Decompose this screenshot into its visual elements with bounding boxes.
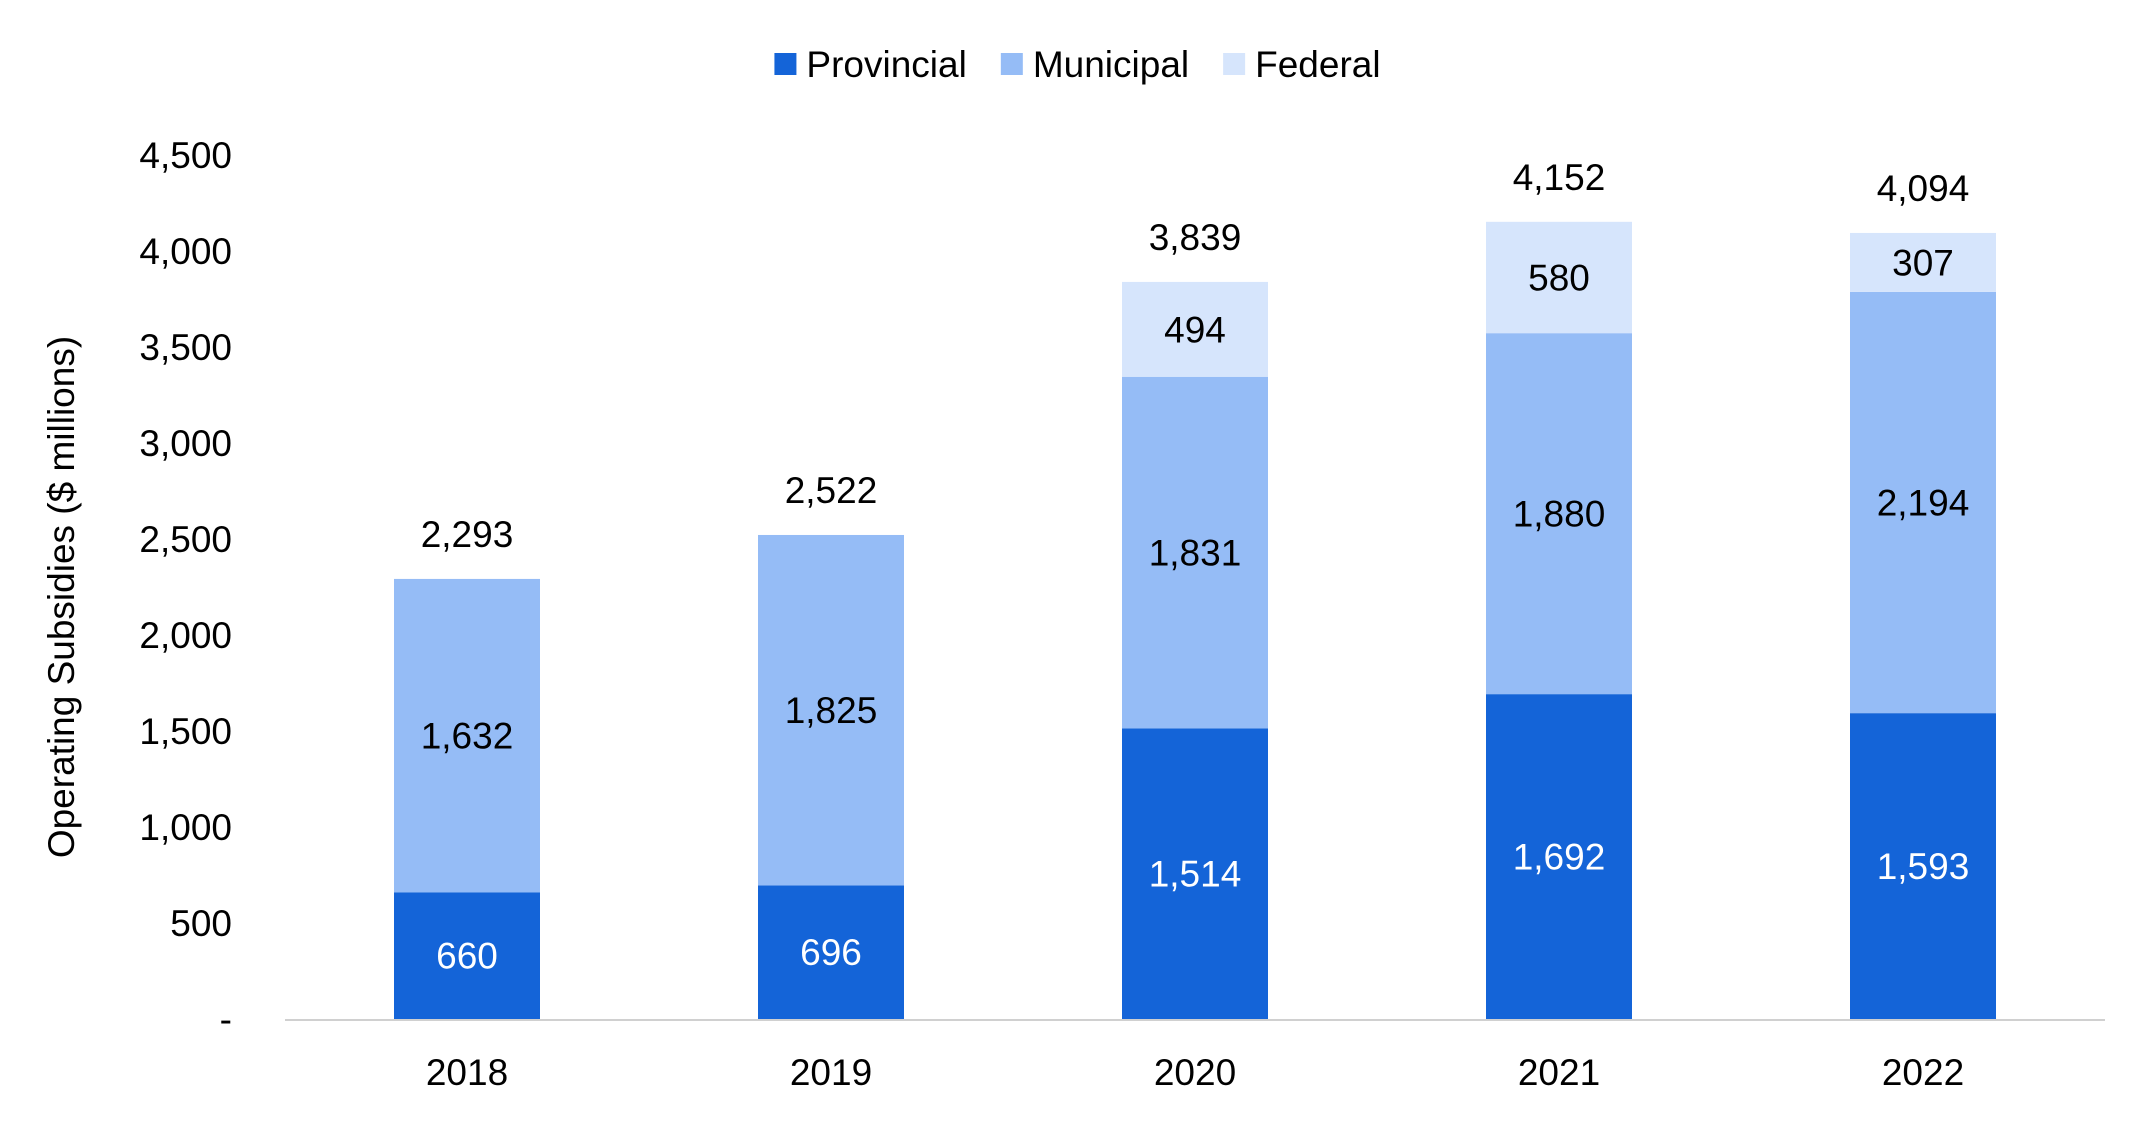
bar-federal-2021 <box>1486 221 1632 334</box>
data-label-municipal-2018: 1,632 <box>421 716 514 757</box>
bar-municipal-2019 <box>758 534 904 886</box>
bar-municipal-2018 <box>394 578 540 893</box>
data-label-municipal-2021: 1,880 <box>1513 494 1606 535</box>
x-tick-label: 2022 <box>1882 1052 1964 1093</box>
bar-provincial-2020 <box>1122 728 1268 1019</box>
bar-provincial-2021 <box>1486 694 1632 1019</box>
data-label-municipal-2022: 2,194 <box>1877 483 1970 524</box>
y-axis-title: Operating Subsidies ($ millions) <box>41 336 82 858</box>
data-label-federal-2021: 580 <box>1528 257 1590 298</box>
y-axis: - 500 1,000 1,500 2,000 2,500 3,000 3,500 4,000 4… <box>139 135 232 1040</box>
legend: Provincial Municipal Federal <box>774 44 1381 85</box>
bars: 660 1,632 2,293 2018 696 1,825 2,522 2019 1,514 1… <box>394 157 1996 1093</box>
legend-swatch-federal <box>1223 53 1246 75</box>
bar-municipal-2020 <box>1122 376 1268 729</box>
bar-municipal-2021 <box>1486 333 1632 695</box>
x-tick-label: 2021 <box>1518 1052 1600 1093</box>
bar-federal-2020 <box>1122 281 1268 377</box>
y-tick-label: 4,000 <box>139 231 232 272</box>
y-tick-label: 3,000 <box>139 423 232 464</box>
x-tick-label: 2020 <box>1154 1052 1236 1093</box>
total-label-2022: 4,094 <box>1877 168 1970 209</box>
data-label-federal-2020: 494 <box>1164 309 1226 350</box>
legend-label-municipal: Municipal <box>1033 44 1189 85</box>
data-label-federal-2022: 307 <box>1892 242 1954 283</box>
x-tick-label: 2018 <box>426 1052 508 1093</box>
y-tick-label: - <box>220 999 232 1040</box>
bar-provincial-2018 <box>394 892 540 1019</box>
y-tick-label: 2,500 <box>139 519 232 560</box>
data-label-provincial-2019: 696 <box>800 932 862 973</box>
y-tick-label: 4,500 <box>139 135 232 176</box>
data-label-municipal-2020: 1,831 <box>1149 533 1242 574</box>
y-tick-label: 1,500 <box>139 711 232 752</box>
y-tick-label: 2,000 <box>139 615 232 656</box>
legend-swatch-municipal <box>1000 53 1023 75</box>
legend-label-provincial: Provincial <box>806 44 966 85</box>
x-tick-label: 2019 <box>790 1052 872 1093</box>
data-label-provincial-2022: 1,593 <box>1877 846 1970 887</box>
total-label-2019: 2,522 <box>785 470 878 511</box>
bar-provincial-2019 <box>758 885 904 1019</box>
data-label-provincial-2020: 1,514 <box>1149 854 1242 895</box>
bar-federal-2022 <box>1850 232 1996 292</box>
data-label-municipal-2019: 1,825 <box>785 690 878 731</box>
bar-municipal-2022 <box>1850 291 1996 714</box>
total-label-2021: 4,152 <box>1513 157 1606 198</box>
bar-provincial-2022 <box>1850 713 1996 1019</box>
data-label-provincial-2021: 1,692 <box>1513 837 1606 878</box>
legend-label-federal: Federal <box>1255 44 1380 85</box>
legend-swatch-provincial <box>774 53 797 75</box>
total-label-2020: 3,839 <box>1149 217 1242 258</box>
y-tick-label: 3,500 <box>139 327 232 368</box>
total-label-2018: 2,293 <box>421 514 514 555</box>
y-tick-label: 1,000 <box>139 807 232 848</box>
data-label-provincial-2018: 660 <box>436 936 498 977</box>
y-tick-label: 500 <box>170 903 232 944</box>
